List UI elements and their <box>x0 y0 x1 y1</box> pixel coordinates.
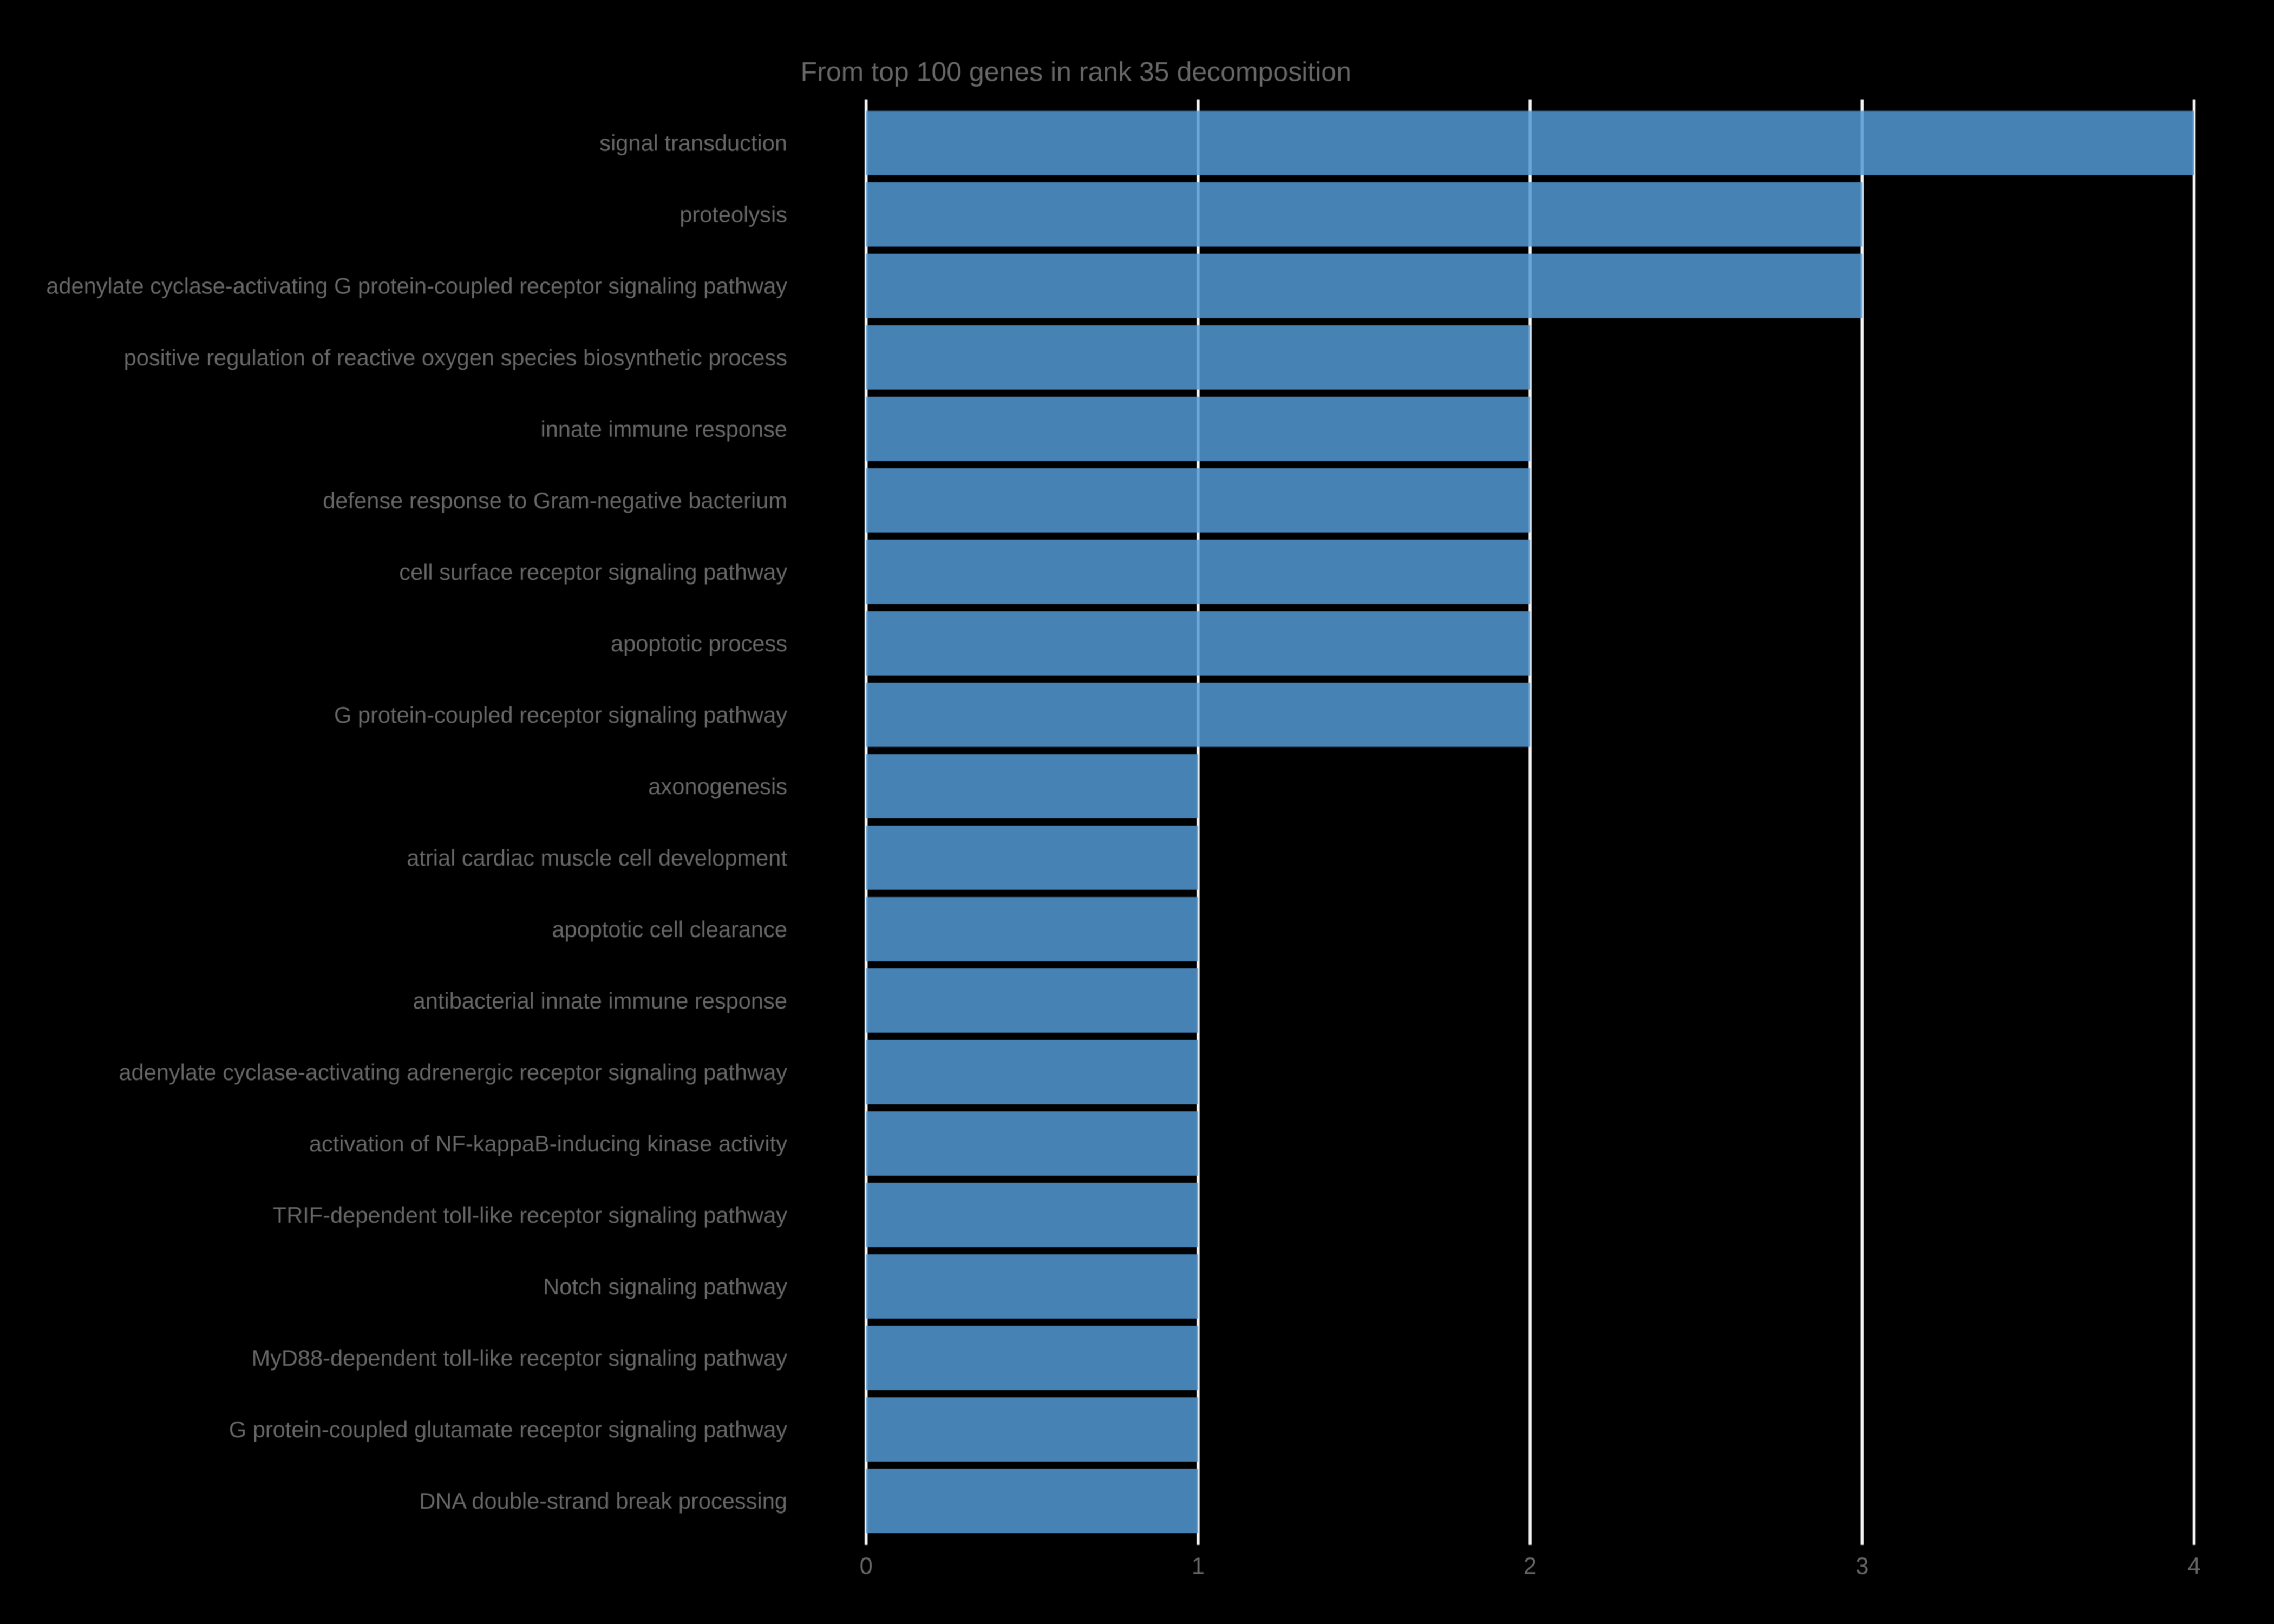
svg-text:1: 1 <box>1192 1554 1205 1580</box>
svg-text:proteolysis: proteolysis <box>679 202 787 227</box>
svg-text:activation of NF-kappaB-induci: activation of NF-kappaB-inducing kinase … <box>309 1131 787 1156</box>
svg-text:Notch signaling pathway: Notch signaling pathway <box>543 1274 787 1299</box>
svg-text:G protein-coupled glutamate re: G protein-coupled glutamate receptor sig… <box>229 1417 787 1442</box>
svg-text:adenylate cyclase-activating G: adenylate cyclase-activating G protein-c… <box>46 273 787 299</box>
svg-text:positive regulation of reactiv: positive regulation of reactive oxygen s… <box>124 345 787 370</box>
svg-text:cell surface receptor signalin: cell surface receptor signaling pathway <box>399 559 787 585</box>
svg-text:4: 4 <box>2187 1554 2200 1580</box>
svg-text:G protein-coupled receptor sig: G protein-coupled receptor signaling pat… <box>334 702 787 728</box>
svg-text:2: 2 <box>1524 1554 1537 1580</box>
svg-text:atrial cardiac muscle cell dev: atrial cardiac muscle cell development <box>407 845 787 870</box>
svg-text:DNA double-strand break proces: DNA double-strand break processing <box>419 1488 787 1514</box>
svg-text:signal transduction: signal transduction <box>599 130 787 156</box>
svg-text:innate immune response: innate immune response <box>541 416 787 442</box>
svg-text:apoptotic process: apoptotic process <box>611 631 787 656</box>
svg-text:antibacterial innate immune re: antibacterial innate immune response <box>413 988 787 1013</box>
svg-text:apoptotic cell clearance: apoptotic cell clearance <box>552 916 787 942</box>
svg-text:0: 0 <box>860 1554 873 1580</box>
svg-text:MyD88-dependent toll-like rece: MyD88-dependent toll-like receptor signa… <box>251 1345 787 1371</box>
svg-text:adenylate cyclase-activating a: adenylate cyclase-activating adrenergic … <box>119 1059 787 1085</box>
svg-text:TRIF-dependent toll-like recep: TRIF-dependent toll-like receptor signal… <box>273 1202 787 1228</box>
svg-text:From top 100 genes in rank 35: From top 100 genes in rank 35 decomposit… <box>801 57 1351 87</box>
svg-text:defense response to Gram-negat: defense response to Gram-negative bacter… <box>323 488 787 513</box>
svg-text:axonogenesis: axonogenesis <box>648 774 787 799</box>
svg-text:3: 3 <box>1855 1554 1868 1580</box>
